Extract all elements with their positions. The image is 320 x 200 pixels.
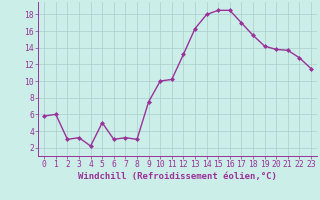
X-axis label: Windchill (Refroidissement éolien,°C): Windchill (Refroidissement éolien,°C) bbox=[78, 172, 277, 181]
